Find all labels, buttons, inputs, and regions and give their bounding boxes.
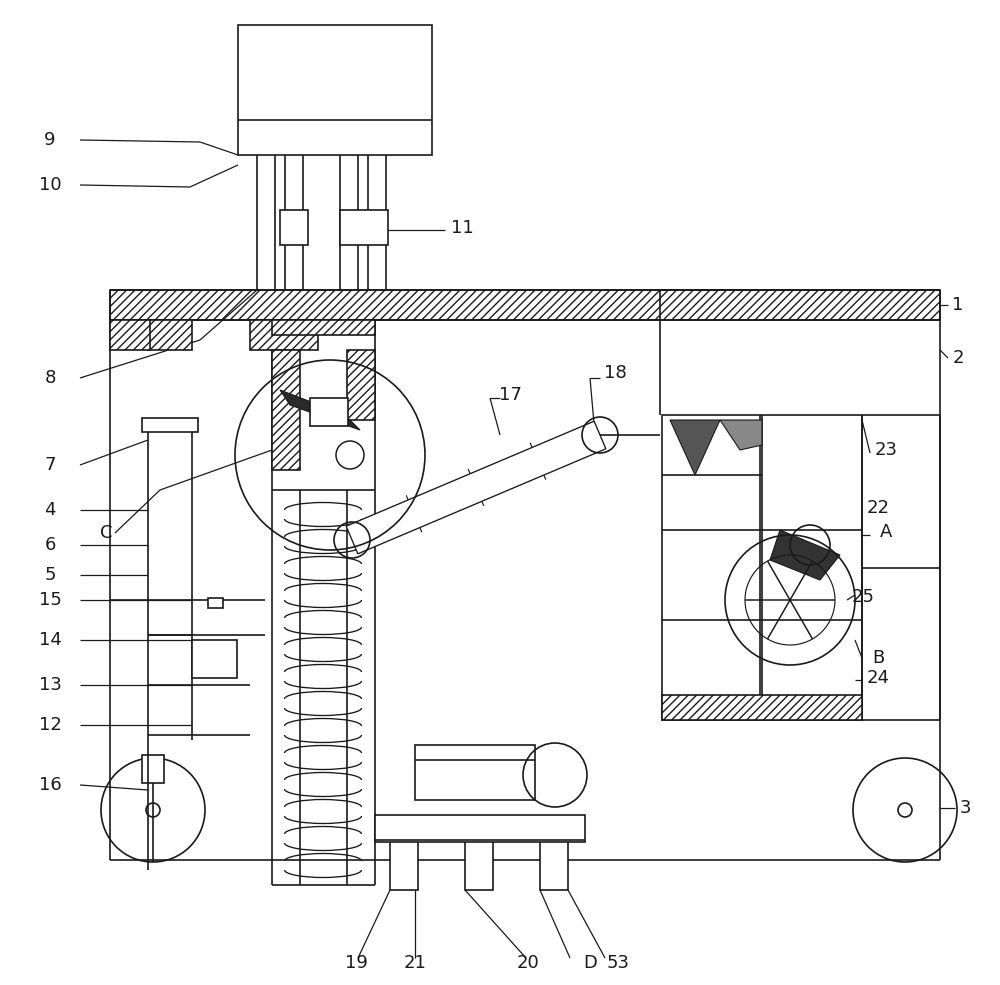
Text: 25: 25 xyxy=(852,588,874,606)
Text: 2: 2 xyxy=(952,349,964,367)
Text: A: A xyxy=(880,523,892,541)
Text: 6: 6 xyxy=(44,536,56,554)
Text: 20: 20 xyxy=(517,954,539,972)
Text: 15: 15 xyxy=(39,591,61,609)
Text: D: D xyxy=(583,954,597,972)
Bar xyxy=(340,210,388,245)
Bar xyxy=(465,840,493,890)
Bar xyxy=(272,350,300,470)
Bar xyxy=(272,320,375,335)
Bar xyxy=(280,210,308,245)
Bar xyxy=(347,350,375,420)
Text: 19: 19 xyxy=(345,954,367,972)
Bar xyxy=(148,320,192,350)
Bar xyxy=(110,320,150,350)
Bar xyxy=(250,320,318,350)
Text: 11: 11 xyxy=(451,219,473,237)
Text: 1: 1 xyxy=(952,296,964,314)
Text: 14: 14 xyxy=(39,631,61,649)
Polygon shape xyxy=(280,390,360,430)
Polygon shape xyxy=(720,420,762,450)
Text: C: C xyxy=(100,524,112,542)
Bar xyxy=(110,290,940,320)
Bar xyxy=(662,695,862,720)
Bar xyxy=(375,815,585,842)
Polygon shape xyxy=(670,420,720,475)
Text: 4: 4 xyxy=(44,501,56,519)
Text: 53: 53 xyxy=(606,954,630,972)
Text: 3: 3 xyxy=(959,799,971,817)
Text: 17: 17 xyxy=(499,386,521,404)
Text: 9: 9 xyxy=(44,131,56,149)
Text: 21: 21 xyxy=(404,954,426,972)
Text: 7: 7 xyxy=(44,456,56,474)
Bar xyxy=(662,415,862,720)
Text: 22: 22 xyxy=(866,499,890,517)
Polygon shape xyxy=(346,422,606,554)
Text: 8: 8 xyxy=(44,369,56,387)
Text: B: B xyxy=(872,649,884,667)
Bar xyxy=(192,640,237,678)
Bar xyxy=(148,430,192,600)
Bar xyxy=(208,598,223,608)
Bar xyxy=(540,840,568,890)
Bar xyxy=(142,418,198,432)
Bar xyxy=(142,755,164,783)
Text: 18: 18 xyxy=(604,364,626,382)
Text: 5: 5 xyxy=(44,566,56,584)
Text: 24: 24 xyxy=(866,669,890,687)
Polygon shape xyxy=(770,530,840,580)
Text: 16: 16 xyxy=(39,776,61,794)
Bar xyxy=(415,745,535,800)
Bar xyxy=(310,398,348,426)
Text: 10: 10 xyxy=(39,176,61,194)
Text: 23: 23 xyxy=(874,441,898,459)
Bar xyxy=(390,840,418,890)
Bar xyxy=(238,25,432,155)
Text: 12: 12 xyxy=(39,716,61,734)
Text: 13: 13 xyxy=(39,676,61,694)
